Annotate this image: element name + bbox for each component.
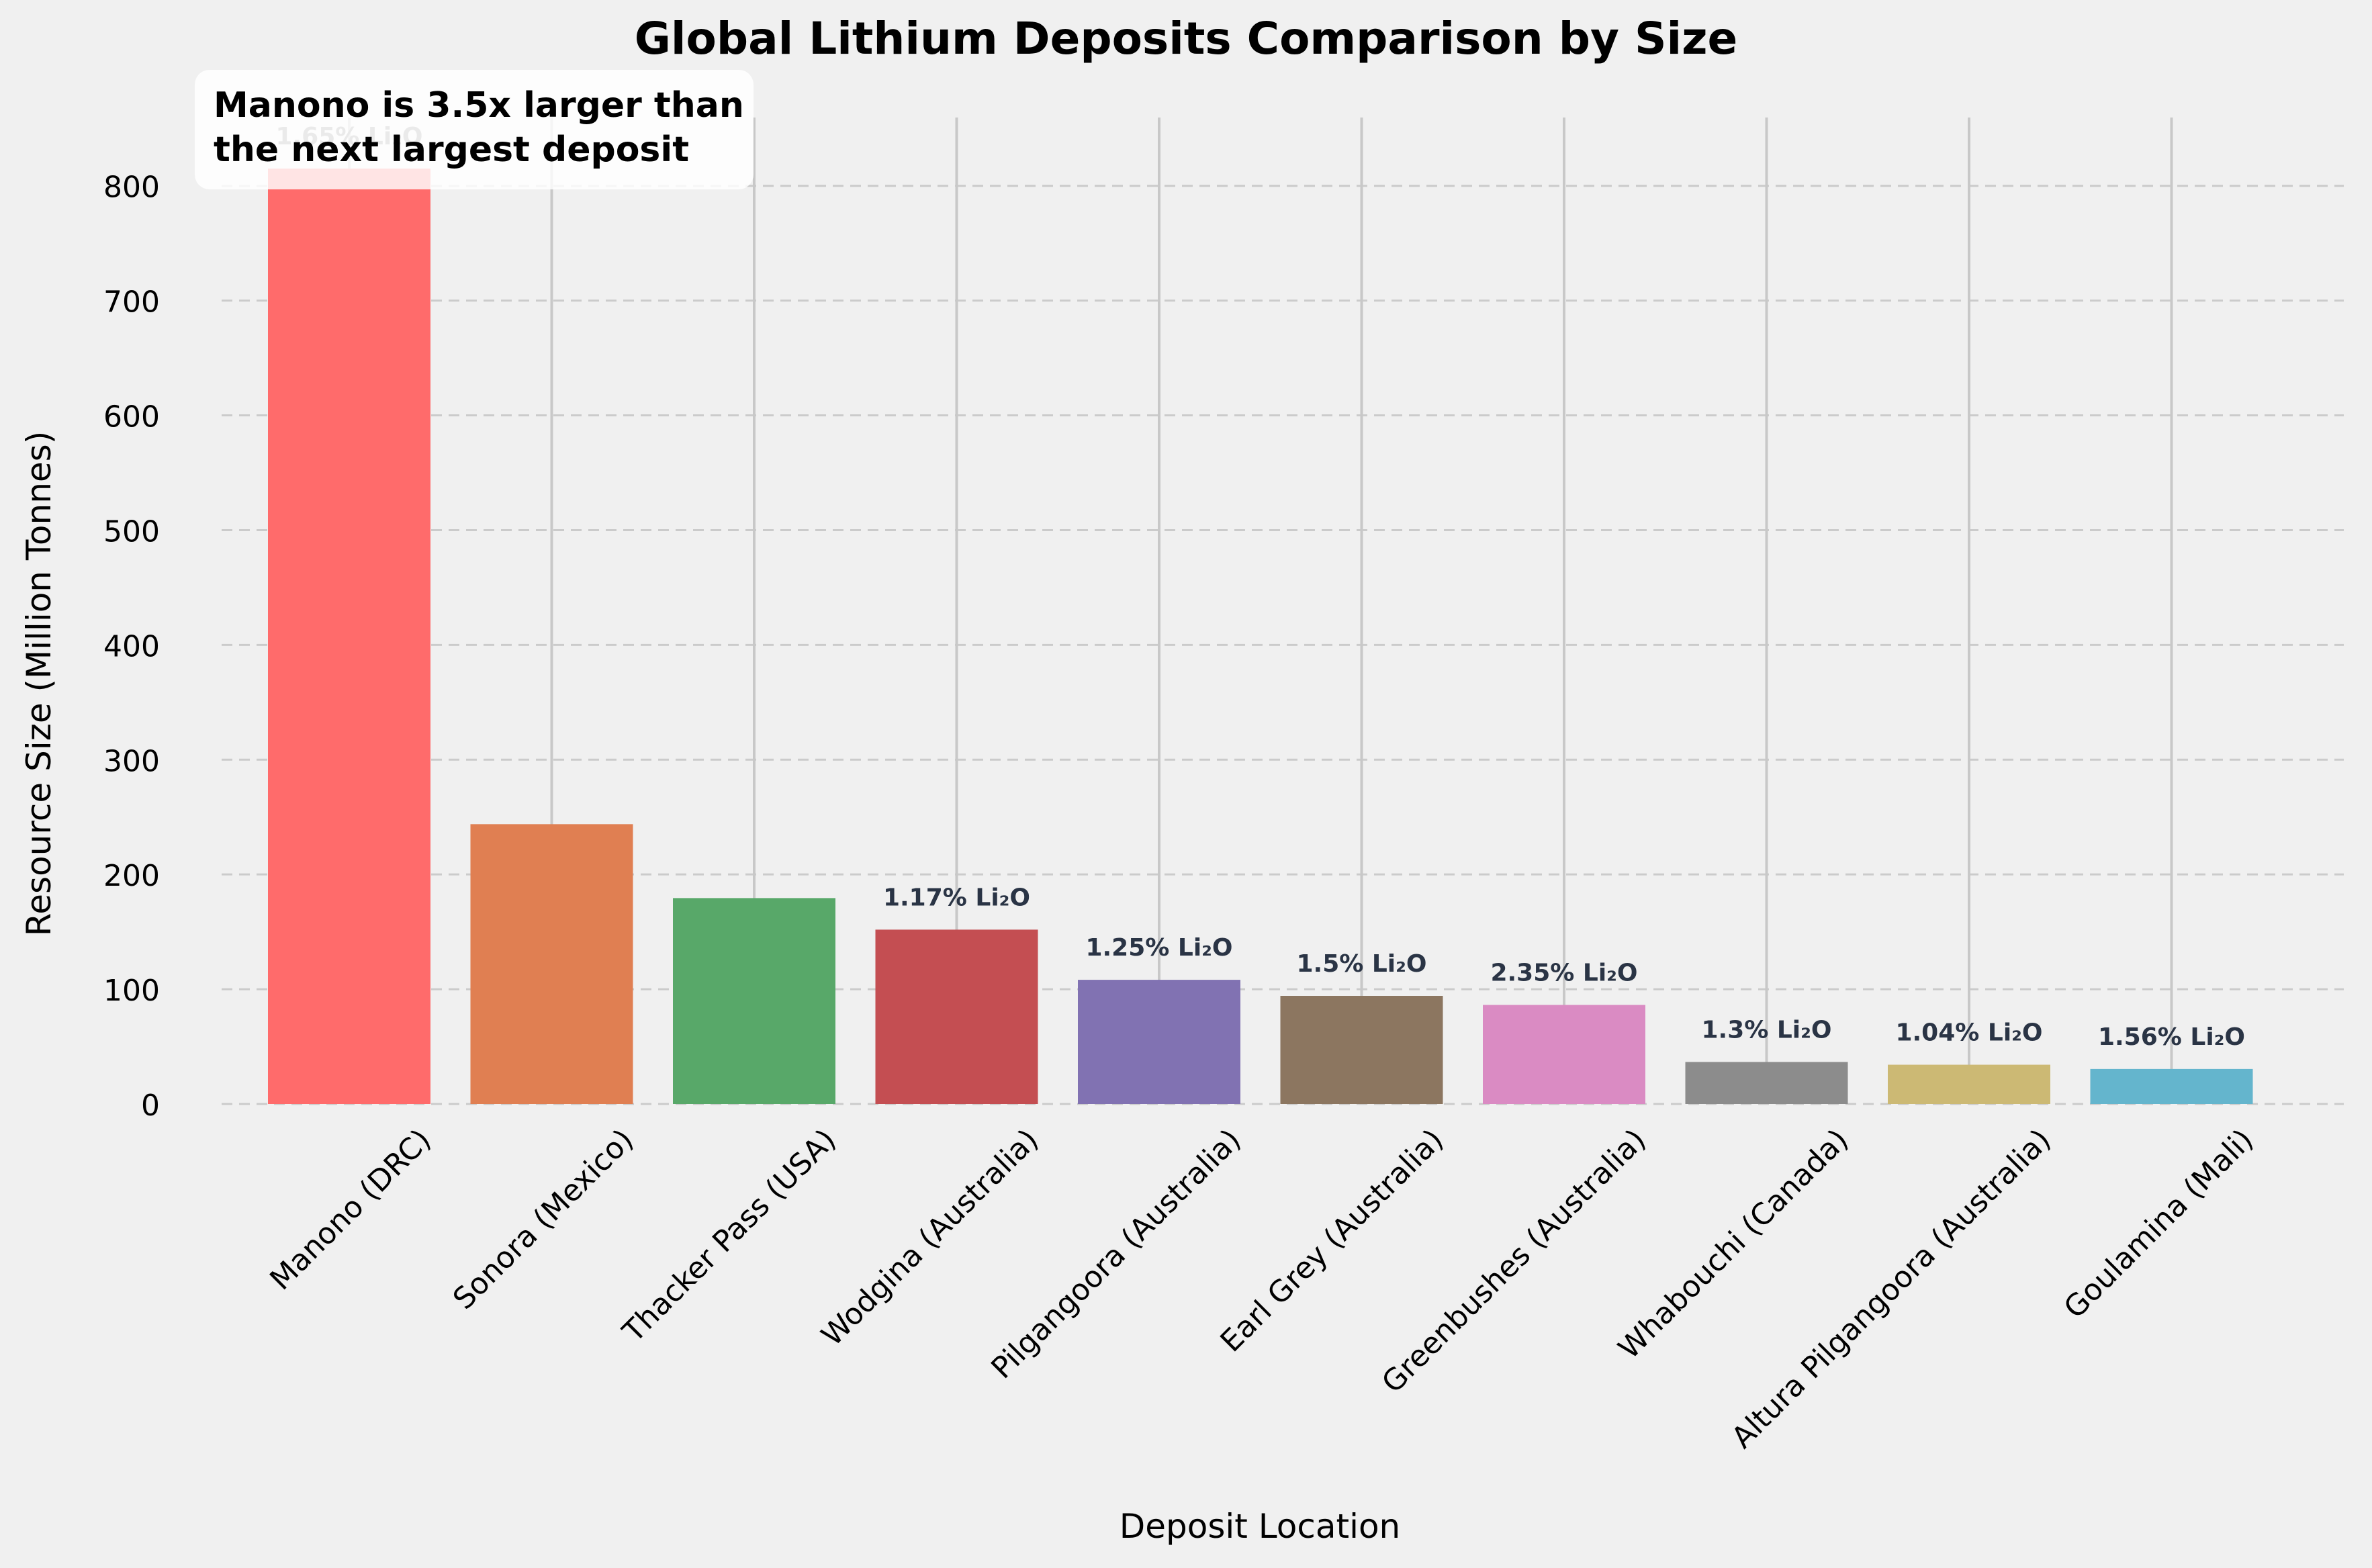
bar-grade-label: 2.35% Li₂O — [1490, 960, 1637, 987]
bar-grade-label: 1.5% Li₂O — [1296, 950, 1426, 978]
bar — [1888, 1064, 2050, 1104]
y-tick-label: 0 — [141, 1089, 160, 1123]
bar-grade-label: 1.04% Li₂O — [1895, 1019, 2042, 1047]
bar-grade-label: 1.3% Li₂O — [1701, 1016, 1831, 1044]
y-tick-label: 400 — [103, 629, 160, 663]
annotation-line-1: Manono is 3.5x larger than — [214, 85, 744, 126]
y-tick-label: 600 — [103, 400, 160, 434]
bar — [1078, 980, 1240, 1104]
bar — [1483, 1005, 1645, 1104]
y-tick-label: 300 — [103, 744, 160, 778]
bar — [2090, 1068, 2253, 1104]
bar — [673, 898, 835, 1104]
annotation-background — [195, 70, 754, 189]
y-tick-label: 700 — [103, 285, 160, 320]
bar-grade-label: 1.25% Li₂O — [1085, 934, 1232, 962]
chart-title: Global Lithium Deposits Comparison by Si… — [635, 13, 1738, 64]
annotation-box: Manono is 3.5x larger than the next larg… — [195, 70, 754, 189]
bar-grade-label: 1.17% Li₂O — [883, 884, 1030, 911]
y-tick-label: 800 — [103, 171, 160, 205]
y-axis-ticks: 0 100 200 300 400 500 600 700 800 — [103, 171, 160, 1123]
y-tick-label: 500 — [103, 514, 160, 549]
y-tick-label: 200 — [103, 859, 160, 893]
bar-grade-label: 1.56% Li₂O — [2098, 1023, 2245, 1051]
y-tick-label: 100 — [103, 974, 160, 1008]
bars — [268, 169, 2253, 1104]
bar — [875, 929, 1038, 1104]
annotation-line-2: the next largest deposit — [214, 130, 689, 170]
x-axis-label: Deposit Location — [1120, 1507, 1401, 1546]
bar — [268, 169, 430, 1104]
bar — [470, 824, 633, 1104]
y-axis-label: Resource Size (Million Tonnes) — [19, 431, 58, 936]
bar — [1280, 996, 1443, 1104]
bar — [1685, 1062, 1848, 1104]
